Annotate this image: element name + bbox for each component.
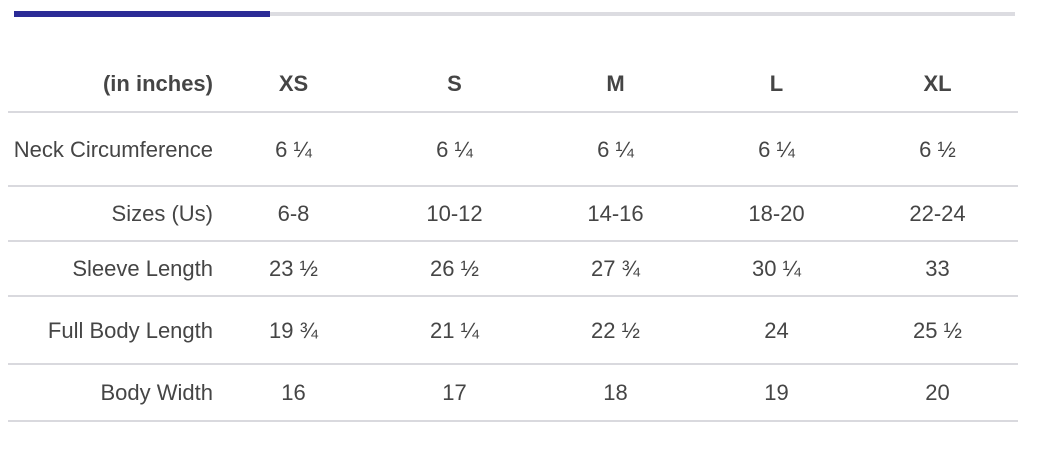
size-value-cell: 6-8	[277, 201, 310, 226]
table-row-full-body-length: Full Body Length 19 ¾ 21 ¼ 22 ½ 24 25 ½	[8, 296, 1018, 364]
table-row-sleeve-length: Sleeve Length 23 ½ 26 ½ 27 ¾ 30 ¼ 33	[8, 241, 1018, 296]
table-row-body-width: Body Width 16 17 18 19 20	[8, 364, 1018, 421]
row-label: Sizes (Us)	[111, 201, 213, 226]
column-header-l: L	[769, 70, 784, 96]
progress-rail	[14, 12, 1015, 16]
size-value-cell: 22-24	[909, 201, 966, 226]
size-value-cell: 6 ¼	[597, 136, 634, 162]
progress-track[interactable]	[14, 11, 1015, 17]
size-value-cell: 18	[603, 380, 628, 405]
progress-fill[interactable]	[14, 11, 271, 17]
size-value-cell: 14-16	[587, 201, 644, 226]
size-value-cell: 22 ½	[591, 317, 640, 343]
column-header-xs: XS	[278, 70, 309, 96]
size-value-cell: 6 ¼	[436, 136, 473, 162]
row-label: Sleeve Length	[72, 256, 213, 281]
header-row: (in inches) XS S M L XL	[8, 55, 1018, 112]
size-value-cell: 20	[925, 380, 950, 405]
size-value-cell: 33	[925, 256, 950, 281]
size-value-cell: 23 ½	[269, 256, 318, 281]
size-value-cell: 19	[764, 380, 789, 405]
size-value-cell: 6 ½	[919, 136, 956, 162]
size-value-cell: 27 ¾	[591, 256, 640, 281]
table-row-sizes-us: Sizes (Us) 6-8 10-12 14-16 18-20 22-24	[8, 186, 1018, 241]
column-header-m: M	[606, 70, 625, 96]
size-value-cell: 19 ¾	[269, 317, 318, 343]
size-value-cell: 17	[442, 380, 467, 405]
row-label: Body Width	[100, 380, 214, 405]
column-header-s: S	[447, 70, 462, 96]
row-label: Neck Circumference	[13, 136, 213, 162]
size-value-cell: 21 ¼	[430, 317, 479, 343]
unit-header-cell: (in inches)	[102, 70, 213, 96]
column-header-xl: XL	[923, 70, 952, 96]
size-chart-table: (in inches) XS S M L XL Neck Circumferen…	[8, 55, 1018, 422]
table-row-neck-circumference: Neck Circumference 6 ¼ 6 ¼ 6 ¼ 6 ¼ 6 ½	[8, 112, 1018, 186]
size-value-cell: 18-20	[748, 201, 805, 226]
size-value-cell: 26 ½	[430, 256, 479, 281]
size-value-cell: 25 ½	[913, 317, 962, 343]
size-value-cell: 30 ¼	[752, 256, 801, 281]
row-label: Full Body Length	[47, 317, 213, 343]
size-value-cell: 24	[764, 317, 789, 343]
size-value-cell: 16	[281, 380, 306, 405]
size-value-cell: 6 ¼	[758, 136, 795, 162]
size-value-cell: 10-12	[426, 201, 483, 226]
size-value-cell: 6 ¼	[275, 136, 312, 162]
